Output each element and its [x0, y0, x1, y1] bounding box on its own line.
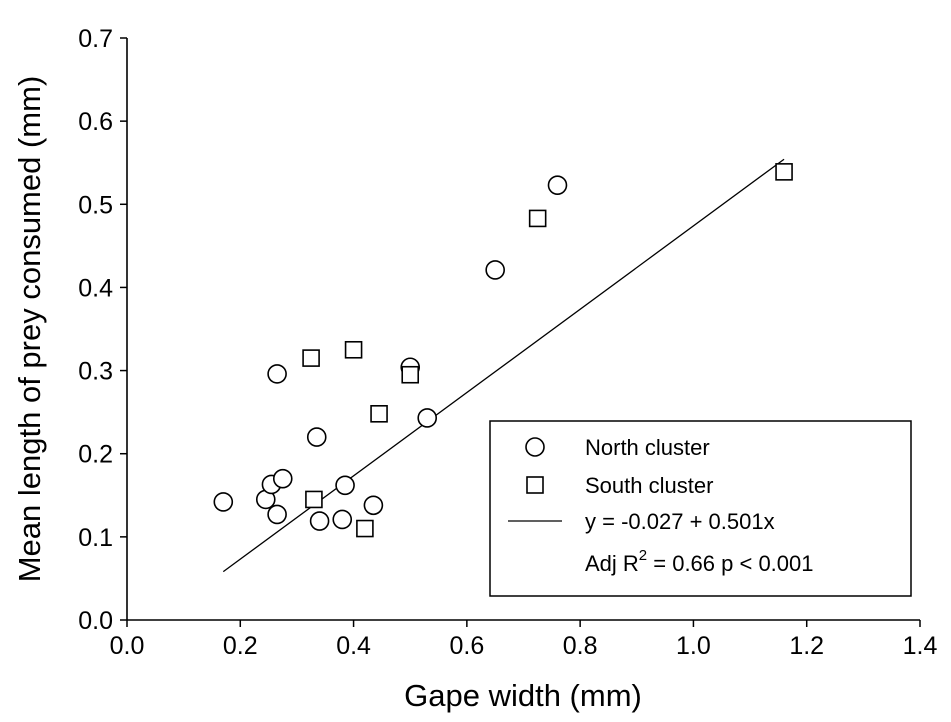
legend-north-label: North cluster	[585, 435, 710, 460]
y-tick-label-1: 0.1	[78, 524, 113, 552]
y-tick-label-3: 0.3	[78, 358, 113, 386]
south-point-3	[356, 519, 374, 538]
y-tick-label-5: 0.5	[78, 191, 113, 219]
stats-prefix: Adj R	[585, 551, 639, 576]
y-tick-label-0: 0.0	[78, 607, 113, 635]
y-tick-label-6: 0.6	[78, 108, 113, 136]
south-point-6	[528, 209, 547, 228]
north-point-7	[309, 511, 330, 531]
legend-stats-label: Adj R2 = 0.66 p < 0.001	[585, 547, 814, 576]
x-tick-label-0: 0.0	[110, 632, 145, 660]
legend-south-marker	[526, 476, 544, 494]
stats-superscript: 2	[639, 547, 647, 564]
x-axis-title: Gape width (mm)	[404, 678, 642, 713]
legend-box	[489, 420, 912, 597]
legend-south-label: South cluster	[585, 473, 713, 498]
south-point-1	[305, 490, 323, 509]
north-point-8	[332, 509, 353, 530]
x-tick-label-1: 0.2	[223, 632, 258, 660]
y-tick-label-7: 0.7	[78, 25, 113, 53]
north-point-9	[335, 475, 355, 496]
legend-north-marker	[525, 437, 545, 457]
north-point-0	[213, 492, 234, 512]
south-point-4	[370, 405, 388, 423]
x-tick-label-6: 1.2	[789, 632, 824, 660]
x-tick-label-7: 1.4	[903, 632, 938, 660]
north-point-6	[306, 427, 327, 447]
legend: North cluster South cluster y = -0.027 +…	[489, 420, 912, 597]
ticks: 0.0 0.2 0.4 0.6 0.8 1.0 1.2 1.4 0.0 0.1 0.2 0.3 0.4 0…	[78, 25, 937, 660]
data-points	[213, 163, 793, 538]
south-point-2	[344, 340, 363, 359]
x-tick-label-2: 0.4	[336, 632, 371, 660]
north-point-5	[272, 468, 293, 489]
north-point-10	[363, 495, 384, 516]
north-point-3	[267, 504, 287, 525]
y-tick-label-2: 0.2	[78, 441, 113, 469]
y-tick-label-4: 0.4	[78, 274, 113, 302]
x-tick-label-4: 0.8	[563, 632, 598, 660]
south-point-7	[775, 163, 793, 181]
legend-regression-label: y = -0.027 + 0.501x	[585, 509, 775, 534]
north-point-4	[267, 364, 287, 384]
stats-suffix: = 0.66 p < 0.001	[647, 551, 813, 576]
x-tick-label-3: 0.6	[449, 632, 484, 660]
axes	[126, 38, 920, 621]
north-point-12	[417, 408, 438, 428]
south-point-0	[302, 349, 320, 367]
north-point-14	[547, 175, 568, 195]
x-tick-label-5: 1.0	[676, 632, 711, 660]
north-point-13	[485, 260, 505, 280]
south-point-5	[401, 365, 420, 384]
y-axis-title: Mean length of prey consumed (mm)	[12, 76, 47, 583]
